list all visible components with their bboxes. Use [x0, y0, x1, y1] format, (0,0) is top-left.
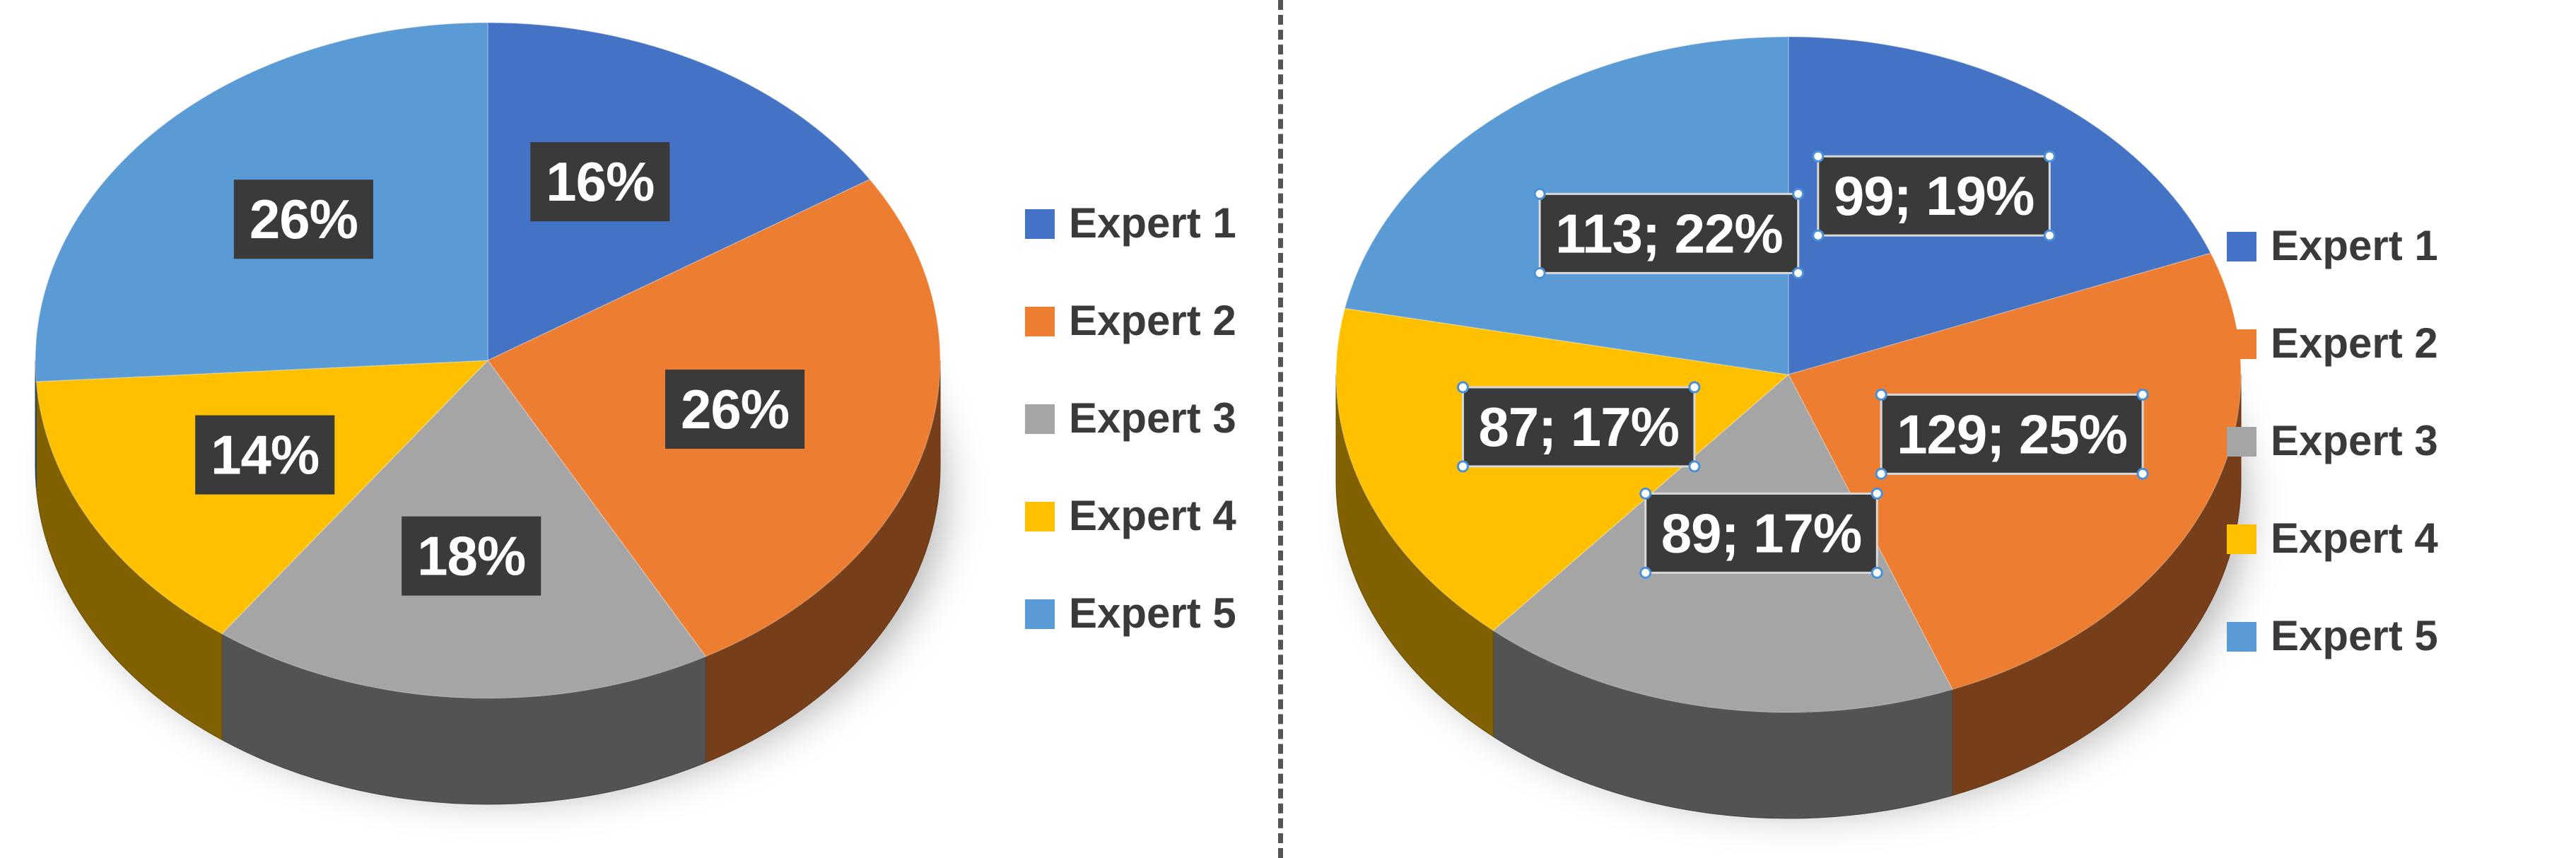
data-label-text: 89; 17% [1661, 502, 1862, 564]
legend-item-expert-3: Expert 3 [1025, 394, 1236, 442]
selection-handle[interactable] [1688, 381, 1701, 394]
legend-label: Expert 4 [1069, 492, 1236, 539]
legend-swatch [2227, 232, 2256, 261]
data-label-expert-4[interactable]: 87; 17% [1456, 381, 1701, 473]
legend-label: Expert 3 [1069, 394, 1236, 442]
data-label-expert-1[interactable]: 99; 19% [1812, 150, 2056, 242]
legend-item-expert-1: Expert 1 [1025, 199, 1236, 247]
data-label-text: 129; 25% [1897, 403, 2127, 465]
selection-handle[interactable] [1456, 381, 1469, 394]
selection-handle[interactable] [2043, 150, 2056, 163]
selection-handle[interactable] [2136, 467, 2149, 480]
legend-swatch [1025, 307, 1055, 336]
data-label-box [1644, 492, 1878, 574]
data-label-expert-2: 26% [665, 369, 805, 449]
legend-swatch [1025, 404, 1055, 434]
data-label-expert-3[interactable]: 89; 17% [1639, 487, 1883, 579]
selection-handle[interactable] [1812, 229, 1825, 242]
data-label-box [530, 142, 670, 222]
legend-label: Expert 2 [2271, 319, 2438, 367]
legend-swatch [2227, 524, 2256, 554]
data-label-box [1461, 386, 1696, 468]
data-label-text: 14% [211, 424, 319, 486]
legend-label: Expert 3 [2271, 417, 2438, 464]
data-label-text: 99; 19% [1834, 165, 2035, 227]
data-label-expert-3: 18% [402, 516, 541, 596]
data-label-text: 16% [546, 151, 654, 213]
legend-item-expert-2: Expert 2 [1025, 297, 1236, 344]
data-label-box [1538, 192, 1800, 274]
data-label-expert-4: 14% [195, 415, 335, 495]
data-label-box [665, 369, 805, 449]
legend-swatch [1025, 599, 1055, 629]
data-label-text: 26% [250, 188, 358, 250]
data-label-text: 18% [417, 525, 525, 587]
selection-handle[interactable] [1688, 460, 1701, 473]
legend-item-expert-3: Expert 3 [2227, 417, 2438, 464]
data-label-text: 87; 17% [1478, 396, 1679, 458]
selection-handle[interactable] [1533, 266, 1546, 279]
legend: Expert 1 Expert 2 Expert 3 Expert 4 Expert 5 [1025, 199, 1236, 637]
selection-handle[interactable] [2136, 388, 2149, 401]
selection-handle[interactable] [1870, 487, 1883, 500]
legend-item-expert-4: Expert 4 [2227, 515, 2438, 562]
legend-label: Expert 2 [1069, 297, 1236, 344]
selection-handle[interactable] [1875, 388, 1887, 401]
data-label-text: 113; 22% [1555, 202, 1783, 264]
data-label-box [1817, 155, 2051, 237]
legend-item-expert-2: Expert 2 [2227, 319, 2438, 367]
legend-swatch [2227, 427, 2256, 457]
data-label-box [233, 180, 373, 259]
pie-chart-right: 99; 19% 129; 25% 89; 17% 87; 17% 113; 22% Exp… [1335, 36, 2438, 819]
selection-handle[interactable] [1870, 566, 1883, 579]
selection-handle[interactable] [1792, 266, 1805, 279]
selection-handle[interactable] [1875, 467, 1887, 480]
legend: Expert 1 Expert 2 Expert 3 Expert 4 Expert 5 [2227, 222, 2438, 659]
data-label-expert-2[interactable]: 129; 25% [1875, 388, 2149, 480]
legend-swatch [2227, 329, 2256, 359]
legend-label: Expert 1 [1069, 199, 1236, 247]
legend-item-expert-5: Expert 5 [1025, 589, 1236, 637]
legend-item-expert-4: Expert 4 [1025, 492, 1236, 539]
selection-handle[interactable] [1533, 187, 1546, 200]
divider-dashed-line [1278, 0, 1283, 858]
pie-slice-expert-4 [35, 360, 489, 635]
selection-handle[interactable] [2043, 229, 2056, 242]
legend-item-expert-1: Expert 1 [2227, 222, 2438, 269]
data-label-expert-5[interactable]: 113; 22% [1533, 187, 1805, 279]
data-label-box [402, 516, 541, 596]
data-label-text: 26% [681, 378, 789, 440]
data-label-expert-1: 16% [530, 142, 670, 222]
legend-swatch [2227, 622, 2256, 652]
legend-item-expert-5: Expert 5 [2227, 612, 2438, 659]
legend-swatch [1025, 502, 1055, 531]
legend-label: Expert 5 [2271, 612, 2438, 659]
legend-swatch [1025, 209, 1055, 239]
legend-label: Expert 5 [1069, 589, 1236, 637]
selection-handle[interactable] [1792, 187, 1805, 200]
selection-handle[interactable] [1639, 487, 1652, 500]
pie-slice-expert-1 [487, 22, 871, 362]
selection-handle[interactable] [1456, 460, 1469, 473]
data-label-expert-5: 26% [233, 180, 373, 259]
data-label-box [1880, 393, 2144, 475]
legend-label: Expert 4 [2271, 515, 2438, 562]
selection-handle[interactable] [1639, 566, 1652, 579]
data-label-box [195, 415, 335, 495]
legend-label: Expert 1 [2271, 222, 2438, 269]
selection-handle[interactable] [1812, 150, 1825, 163]
